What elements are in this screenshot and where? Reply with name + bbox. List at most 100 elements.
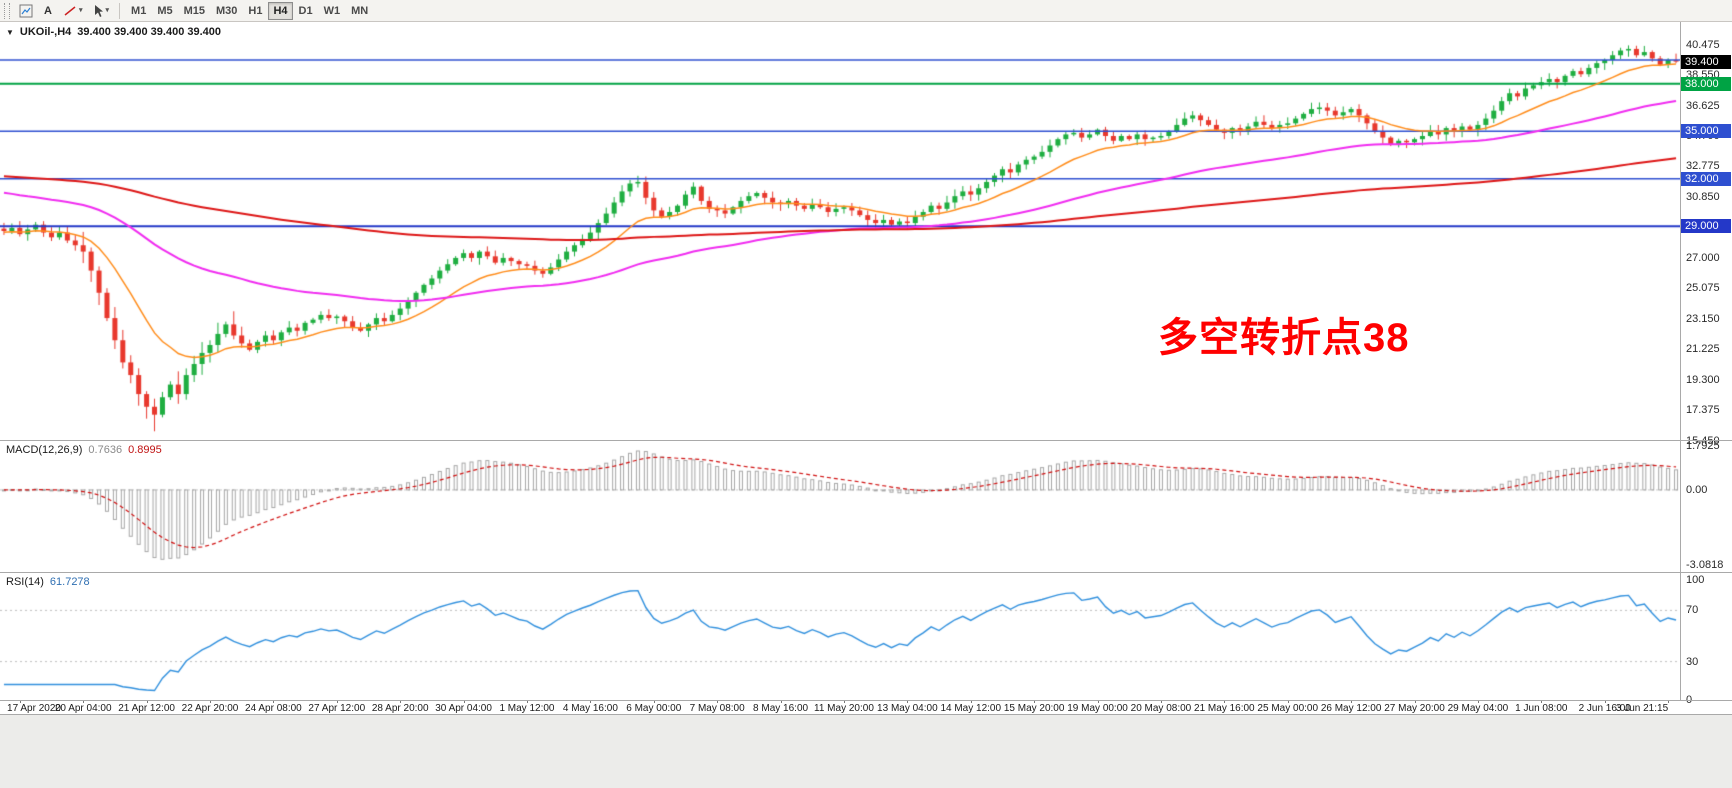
time-tick-mark [590,700,592,703]
text-tool-button[interactable]: A [38,1,58,20]
macd-tick-label: 1.7925 [1686,440,1720,453]
timeframe-mn-button[interactable]: MN [346,2,373,20]
rsi-label: RSI(14) 61.7278 [6,576,90,588]
rsi-tick-label: 30 [1686,655,1699,668]
price-tick-label: 25.075 [1686,282,1720,295]
main-chart-canvas[interactable] [0,22,1680,440]
timeframe-toolbar: M1 M5 M15 M30 H1 H4 D1 W1 MN [126,1,373,20]
rsi-name: RSI(14) [6,576,44,588]
time-axis-label: 24 Apr 08:00 [245,703,302,714]
chart-window-icon[interactable] [15,1,37,20]
time-tick-mark [1287,700,1289,703]
time-tick-mark [1477,700,1479,703]
macd-tick-label: -3.0818 [1686,558,1724,571]
time-axis-label: 1 Jun 08:00 [1515,703,1568,714]
hline-price-tag: 35.000 [1681,124,1731,139]
time-tick-mark [463,700,465,703]
time-tick-mark [843,700,845,703]
toolbar-grip[interactable] [4,2,10,19]
time-axis-label: 20 Apr 04:00 [54,703,112,714]
time-tick-mark [780,700,782,703]
time-tick-mark [1414,700,1416,703]
macd-canvas[interactable] [0,440,1680,572]
price-tick-label: 19.300 [1686,373,1720,386]
timeframe-m1-button[interactable]: M1 [126,2,151,20]
trendline-tool-button[interactable]: ▾ [59,1,87,20]
price-tick-label: 17.375 [1686,404,1720,417]
time-axis-label: 30 Apr 04:00 [435,703,492,714]
price-tick-label: 21.225 [1686,343,1720,356]
price-tick-label: 36.625 [1686,99,1720,112]
timeframe-w1-button[interactable]: W1 [319,2,346,20]
time-axis-label: 8 May 16:00 [753,703,809,714]
time-axis-divider [0,700,1732,701]
price-axis-divider[interactable] [1680,22,1681,700]
time-axis-label: 4 May 16:00 [562,703,618,714]
timeframe-d1-button[interactable]: D1 [294,2,318,20]
time-axis-label: 27 Apr 12:00 [308,703,366,714]
time-tick-mark [1097,700,1099,703]
macd-main-value: 0.7636 [88,444,123,456]
time-tick-mark [1541,700,1543,703]
hline-price-tag: 32.000 [1681,171,1731,186]
macd-label: MACD(12,26,9) 0.7636 0.8995 [6,444,162,456]
timeframe-h1-button[interactable]: H1 [243,2,267,20]
time-tick-mark [717,700,719,703]
price-tick-label: 32.775 [1686,160,1720,173]
macd-name: MACD(12,26,9) [6,444,83,456]
time-tick-mark [19,700,21,703]
cursor-tool-button[interactable]: ▾ [88,1,114,20]
rsi-tick-label: 100 [1686,574,1705,586]
time-tick-mark [336,700,338,703]
time-axis-label: 19 May 00:00 [1067,703,1128,714]
time-axis-label: 1 May 12:00 [499,703,555,714]
time-axis-label: 15 May 20:00 [1003,703,1065,714]
price-tick-label: 27.000 [1686,251,1720,264]
time-tick-mark [526,700,528,703]
time-tick-mark [1604,700,1606,703]
chart-title: ▼ UKOil-,H4 39.400 39.400 39.400 39.400 [6,26,221,38]
time-tick-mark [1351,700,1353,703]
status-strip [0,715,1732,788]
chevron-down-icon: ▾ [105,7,110,14]
time-axis-label: 13 May 04:00 [877,703,938,714]
ohlc-readout: 39.400 39.400 39.400 39.400 [77,26,222,38]
rsi-tick-label: 70 [1686,604,1699,617]
symbol-period-label: UKOil-,H4 [19,26,72,38]
time-axis-label: 27 May 20:00 [1384,703,1445,714]
time-tick-mark [970,700,972,703]
timeframe-m5-button[interactable]: M5 [152,2,177,20]
main-macd-divider[interactable] [0,440,1732,441]
time-axis-label: 6 May 00:00 [626,703,682,714]
symbol-dropdown-icon[interactable]: ▼ [6,27,14,37]
time-axis-label: 14 May 12:00 [940,703,1002,714]
time-axis-label: 21 May 16:00 [1194,703,1255,714]
main-toolbar: A ▾ ▾ M1 M5 M15 M30 H1 H4 D1 W1 MN [0,0,1732,22]
time-axis-label: 26 May 12:00 [1320,703,1382,714]
time-axis-label: 20 May 08:00 [1130,703,1192,714]
annotation-text[interactable]: 多空转折点38 [1158,316,1410,360]
time-tick-mark [1160,700,1162,703]
chevron-down-icon: ▾ [79,7,83,14]
timeframe-m15-button[interactable]: M15 [179,2,210,20]
time-axis-label: 2 Jun 16:00 [1578,703,1631,714]
timeframe-m30-button[interactable]: M30 [211,2,242,20]
rsi-canvas[interactable] [0,572,1680,700]
time-tick-mark [653,700,655,703]
time-tick-mark [907,700,909,703]
price-tick-label: 40.475 [1686,38,1720,51]
time-tick-mark [1668,700,1670,703]
price-tick-label: 23.150 [1686,312,1720,325]
time-axis-label: 25 May 00:00 [1257,703,1319,714]
current-price-tag: 39.400 [1681,54,1731,69]
price-tick-label: 30.850 [1686,190,1720,203]
time-tick-mark [400,700,402,703]
time-axis-label: 11 May 20:00 [814,703,874,714]
time-axis-label: 7 May 08:00 [689,703,745,714]
macd-rsi-divider[interactable] [0,572,1732,573]
time-tick-mark [1224,700,1226,703]
timeframe-h4-button[interactable]: H4 [268,1,293,20]
toolbar-separator [119,2,121,19]
chart-icon [19,4,33,17]
time-tick-mark [146,700,148,703]
